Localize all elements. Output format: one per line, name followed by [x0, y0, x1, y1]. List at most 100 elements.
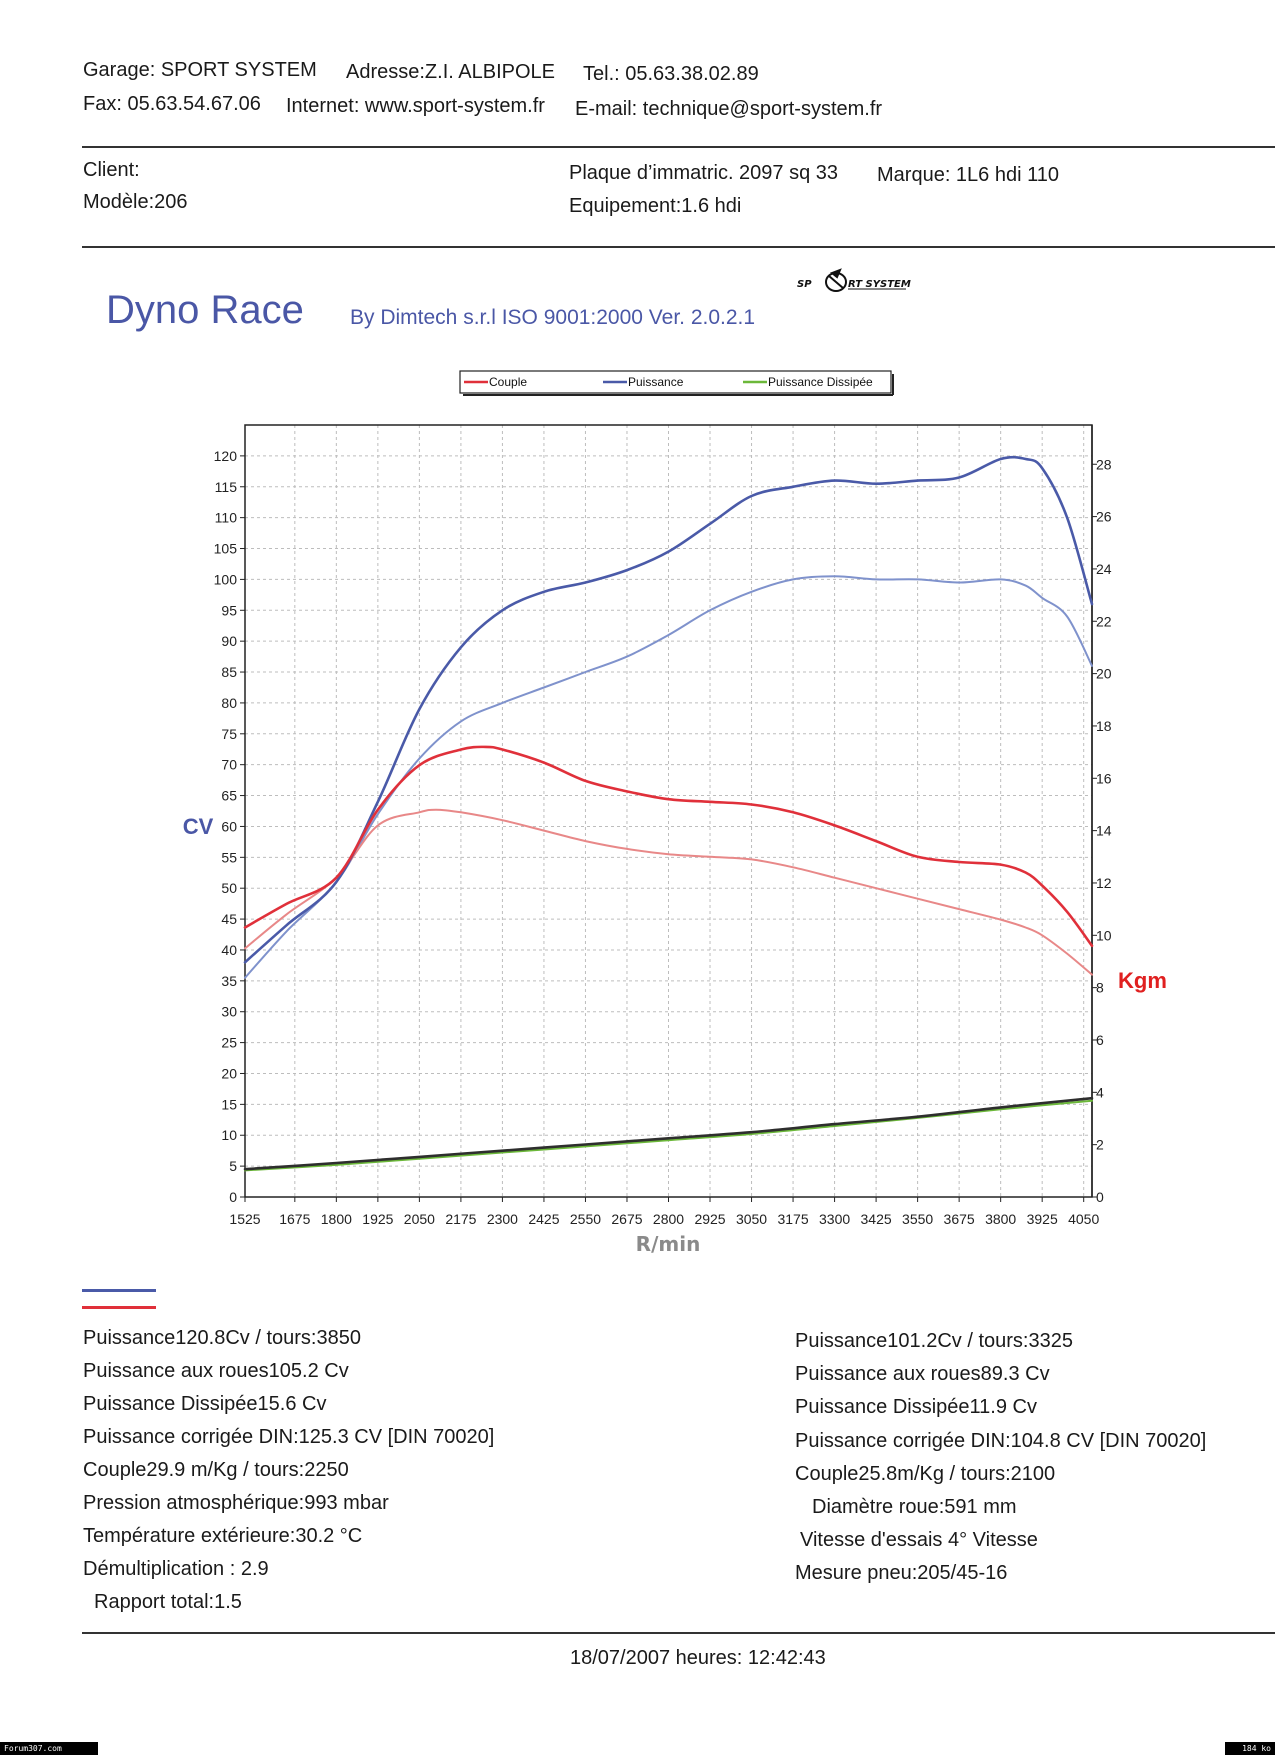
sport-system-logo: SP RT SYSTEM [796, 268, 912, 294]
y2-tick-label: 26 [1096, 509, 1112, 525]
x-tick-label: 2425 [528, 1211, 559, 1227]
result-line: Diamètre roue:591 mm [812, 1496, 1017, 1518]
garage-tel: Tel.: 05.63.38.02.89 [583, 63, 759, 85]
y-tick-label: 45 [221, 911, 237, 927]
garage-fax: Fax: 05.63.54.67.06 [83, 93, 261, 115]
x-tick-label: 3925 [1027, 1211, 1058, 1227]
y-tick-label: 65 [221, 788, 237, 804]
y2-tick-label: 28 [1096, 456, 1112, 472]
x-tick-label: 2550 [570, 1211, 601, 1227]
y2-tick-label: 2 [1096, 1137, 1104, 1153]
garage-address: Adresse:Z.I. ALBIPOLE [346, 61, 555, 83]
y2-tick-label: 6 [1096, 1032, 1104, 1048]
y-tick-label: 50 [221, 880, 237, 896]
y-tick-label: 95 [221, 602, 237, 618]
series-line-couple-run1 [243, 745, 1094, 948]
plate-label: Plaque d’immatric. 2097 sq 33 [569, 162, 839, 184]
x-tick-label: 2675 [611, 1211, 642, 1227]
x-tick-label: 3425 [861, 1211, 892, 1227]
legend-label: Puissance Dissipée [768, 375, 873, 389]
dyno-chart: 0510152025303540455055606570758085909510… [183, 370, 1167, 1256]
footer-divider [82, 1632, 1275, 1634]
y2-tick-label: 16 [1096, 770, 1112, 786]
svg-text:SP: SP [797, 279, 812, 290]
series-line-couple-run2 [244, 808, 1093, 976]
site-watermark: Forum307.com [0, 1742, 98, 1755]
svg-text:RT SYSTEM: RT SYSTEM [848, 279, 911, 290]
model-label: Modèle:206 [83, 191, 188, 213]
y-tick-label: 85 [221, 664, 237, 680]
x-axis-title: R/min [636, 1232, 701, 1256]
result-line: Puissance corrigée DIN:125.3 CV [DIN 700… [83, 1426, 495, 1448]
result-line: Puissance Dissipée11.9 Cv [795, 1396, 1037, 1418]
x-tick-label: 3675 [944, 1211, 975, 1227]
vehicle-divider [82, 246, 1275, 248]
result-line: Puissance aux roues89.3 Cv [795, 1363, 1050, 1385]
series-line-puissance-run1 [243, 455, 1094, 964]
test-datetime: 18/07/2007 heures: 12:42:43 [570, 1647, 826, 1669]
legend-box [459, 370, 892, 394]
y-tick-label: 10 [221, 1127, 237, 1143]
garage-internet: Internet: www.sport-system.fr [286, 95, 545, 117]
y-tick-label: 75 [221, 726, 237, 742]
x-tick-label: 2800 [653, 1211, 684, 1227]
result-line: Pression atmosphérique:993 mbar [83, 1492, 389, 1514]
result-line: Vitesse d'essais 4° Vitesse [800, 1529, 1038, 1551]
series-line-dissipee-run2 [244, 1099, 1093, 1172]
y-tick-label: 20 [221, 1065, 237, 1081]
result-line: Rapport total:1.5 [94, 1591, 242, 1613]
y2-tick-label: 4 [1096, 1084, 1104, 1100]
x-tick-label: 3550 [902, 1211, 933, 1227]
x-tick-label: 3175 [777, 1211, 808, 1227]
x-tick-label: 2925 [694, 1211, 725, 1227]
y-tick-label: 70 [221, 757, 237, 773]
x-tick-label: 2300 [487, 1211, 518, 1227]
x-tick-label: 3800 [985, 1211, 1016, 1227]
y2-tick-label: 20 [1096, 666, 1112, 682]
result-line: Température extérieure:30.2 °C [83, 1525, 363, 1547]
y2-tick-label: 10 [1096, 927, 1112, 943]
y-tick-label: 40 [221, 942, 237, 958]
y2-tick-label: 14 [1096, 823, 1112, 839]
y-tick-label: 35 [221, 973, 237, 989]
file-size-badge: 184 ko [1225, 1742, 1275, 1755]
dimtech-subtitle: By Dimtech s.r.l ISO 9001:2000 Ver. 2.0.… [350, 306, 756, 329]
y-tick-label: 30 [221, 1004, 237, 1020]
x-tick-label: 1675 [279, 1211, 310, 1227]
y-tick-label: 60 [221, 818, 237, 834]
result-line: Puissance120.8Cv / tours:3850 [83, 1327, 361, 1349]
result-line: Puissance Dissipée15.6 Cv [83, 1393, 327, 1415]
x-tick-label: 1925 [362, 1211, 393, 1227]
y2-axis-title: Kgm [1118, 968, 1167, 993]
result-line: Puissance101.2Cv / tours:3325 [795, 1330, 1073, 1352]
result-line: Puissance corrigée DIN:104.8 CV [DIN 700… [795, 1430, 1207, 1452]
y-tick-label: 100 [214, 571, 238, 587]
y2-tick-label: 18 [1096, 718, 1112, 734]
y-tick-label: 5 [229, 1158, 237, 1174]
x-tick-label: 3050 [736, 1211, 767, 1227]
y2-tick-label: 24 [1096, 561, 1112, 577]
brand-label: Marque: 1L6 hdi 110 [877, 164, 1059, 186]
y2-tick-label: 12 [1096, 875, 1112, 891]
x-tick-label: 2175 [445, 1211, 476, 1227]
y2-tick-label: 0 [1096, 1189, 1104, 1205]
x-tick-label: 1525 [229, 1211, 260, 1227]
y-tick-label: 55 [221, 849, 237, 865]
y-axis-title: CV [183, 814, 214, 839]
y-tick-label: 110 [215, 510, 238, 526]
garage-email: E-mail: technique@sport-system.fr [575, 98, 883, 120]
dyno-race-title: Dyno Race [106, 288, 304, 332]
x-tick-label: 1800 [321, 1211, 352, 1227]
y2-tick-label: 8 [1096, 980, 1104, 996]
garage-name: Garage: SPORT SYSTEM [83, 59, 317, 81]
result-line: Puissance aux roues105.2 Cv [83, 1360, 349, 1382]
legend-label: Puissance [628, 375, 684, 389]
series-line-dissipee-run1 [243, 1096, 1094, 1171]
y-tick-label: 80 [221, 695, 237, 711]
y-tick-label: 0 [229, 1189, 237, 1205]
x-tick-label: 2050 [404, 1211, 435, 1227]
y2-tick-label: 22 [1096, 613, 1112, 629]
x-tick-label: 3300 [819, 1211, 850, 1227]
y-tick-label: 115 [215, 479, 238, 495]
result-line: Couple25.8m/Kg / tours:2100 [795, 1463, 1056, 1485]
